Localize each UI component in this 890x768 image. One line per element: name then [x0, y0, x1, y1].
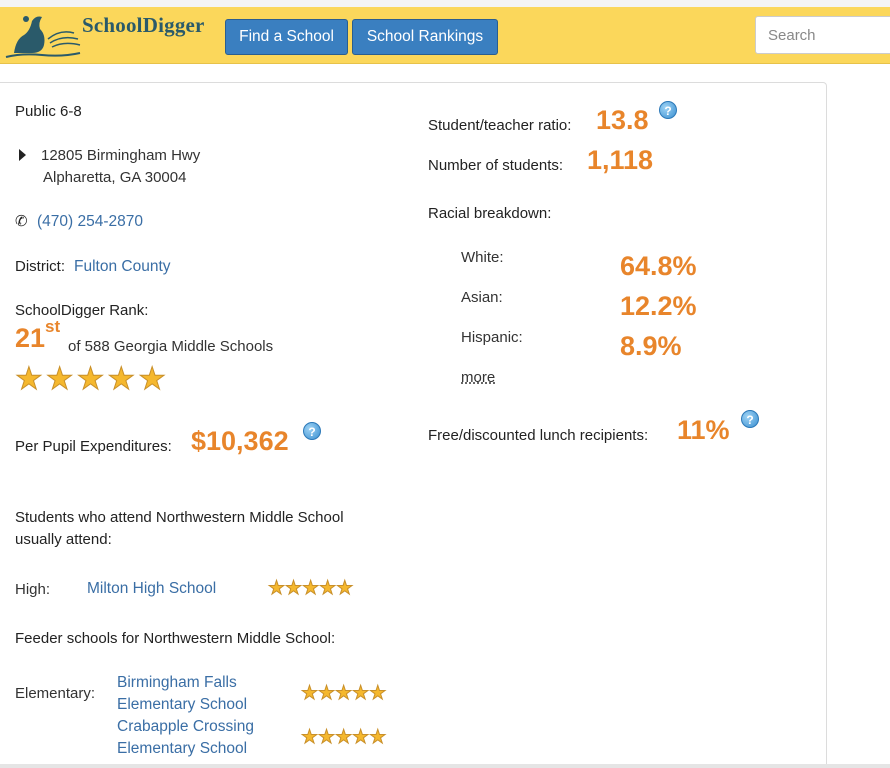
bottom-scroll-strip [0, 764, 890, 768]
star-icon: ★ [302, 578, 320, 599]
ppe-value: $10,362 [191, 426, 289, 456]
attend-level: High: [15, 581, 51, 598]
lunch-label: Free/discounted lunch recipients: [428, 427, 649, 444]
school-info-panel: Public 6-8 12805 Birmingham Hwy Alpharet… [0, 82, 827, 768]
star-icon: ★ [335, 727, 353, 748]
racial-more-link[interactable]: more [461, 369, 496, 386]
district-link[interactable]: Fulton County [74, 258, 171, 275]
expand-caret-icon[interactable] [19, 149, 26, 161]
star-icon: ★ [107, 361, 136, 396]
phone-icon: ✆ [15, 213, 28, 230]
racial-white-value: 64.8% [620, 251, 697, 281]
racial-asian-label: Asian: [461, 289, 503, 306]
star-icon: ★ [318, 727, 336, 748]
star-icon: ★ [352, 683, 370, 704]
school-rankings-button[interactable]: School Rankings [352, 19, 498, 55]
star-icon: ★ [76, 361, 105, 396]
phone-link[interactable]: (470) 254-2870 [37, 213, 143, 230]
rank-suffix: st [45, 317, 61, 336]
milton-stars: ★ ★ ★ ★ ★ [267, 578, 354, 599]
star-icon: ★ [300, 683, 319, 704]
ratio-value: 13.8 [596, 105, 649, 135]
site-header: SchoolDigger Find a School School Rankin… [0, 7, 890, 64]
star-icon: ★ [138, 361, 167, 396]
star-icon: ★ [335, 683, 353, 704]
star-icon: ★ [300, 727, 319, 748]
star-icon: ★ [319, 578, 337, 599]
address-line2: Alpharetta, GA 30004 [43, 169, 187, 186]
crabapple-crossing-stars: ★ ★ ★ ★ ★ [300, 727, 387, 748]
birmingham-falls-stars: ★ ★ ★ ★ ★ [300, 683, 387, 704]
milton-high-link[interactable]: Milton High School [87, 580, 217, 597]
feeder-level: Elementary: [15, 685, 96, 702]
star-icon: ★ [369, 727, 387, 748]
birmingham-falls-link-line1[interactable]: Birmingham Falls [117, 674, 237, 691]
rank-stars: ★ ★ ★ ★ ★ [15, 361, 169, 396]
star-icon: ★ [45, 361, 74, 396]
digger-logo-icon [5, 16, 81, 58]
star-icon: ★ [285, 578, 303, 599]
racial-hispanic-value: 8.9% [620, 331, 682, 361]
find-a-school-button[interactable]: Find a School [225, 19, 348, 55]
schooldigger-logo[interactable]: SchoolDigger [0, 7, 220, 64]
star-icon: ★ [336, 578, 354, 599]
help-icon[interactable]: ? [659, 101, 677, 119]
star-icon: ★ [267, 578, 286, 599]
rank-label: SchoolDigger Rank: [15, 302, 149, 319]
crabapple-crossing-link-line1[interactable]: Crabapple Crossing [117, 718, 254, 735]
ppe-label: Per Pupil Expenditures: [15, 438, 172, 455]
feeder-heading: Feeder schools for Northwestern Middle S… [15, 630, 336, 647]
racial-asian-value: 12.2% [620, 291, 697, 321]
students-value: 1,118 [587, 145, 654, 175]
address-line1: 12805 Birmingham Hwy [41, 147, 201, 164]
lunch-value: 11% [677, 415, 730, 445]
rank-of-text: of 588 Georgia Middle Schools [68, 338, 274, 355]
help-icon[interactable]: ? [741, 410, 759, 428]
top-strip [0, 0, 890, 7]
star-icon: ★ [369, 683, 387, 704]
school-type: Public 6-8 [15, 103, 82, 120]
help-icon[interactable]: ? [303, 422, 321, 440]
racial-label: Racial breakdown: [428, 205, 552, 222]
rank-number: 21 [15, 323, 46, 353]
district-label: District: [15, 258, 65, 275]
attend-heading-line2: usually attend: [15, 531, 112, 548]
attend-heading-line1: Students who attend Northwestern Middle … [15, 509, 344, 526]
students-label: Number of students: [428, 157, 564, 174]
ratio-label: Student/teacher ratio: [428, 117, 572, 134]
rank-value: 21st [15, 317, 60, 354]
racial-white-label: White: [461, 249, 504, 266]
crabapple-crossing-link-line2[interactable]: Elementary School [117, 740, 248, 757]
search-input[interactable] [755, 16, 890, 54]
star-icon: ★ [352, 727, 370, 748]
logo-text: SchoolDigger [82, 13, 205, 37]
star-icon: ★ [318, 683, 336, 704]
racial-hispanic-label: Hispanic: [461, 329, 523, 346]
star-icon: ★ [15, 361, 44, 396]
birmingham-falls-link-line2[interactable]: Elementary School [117, 696, 248, 713]
